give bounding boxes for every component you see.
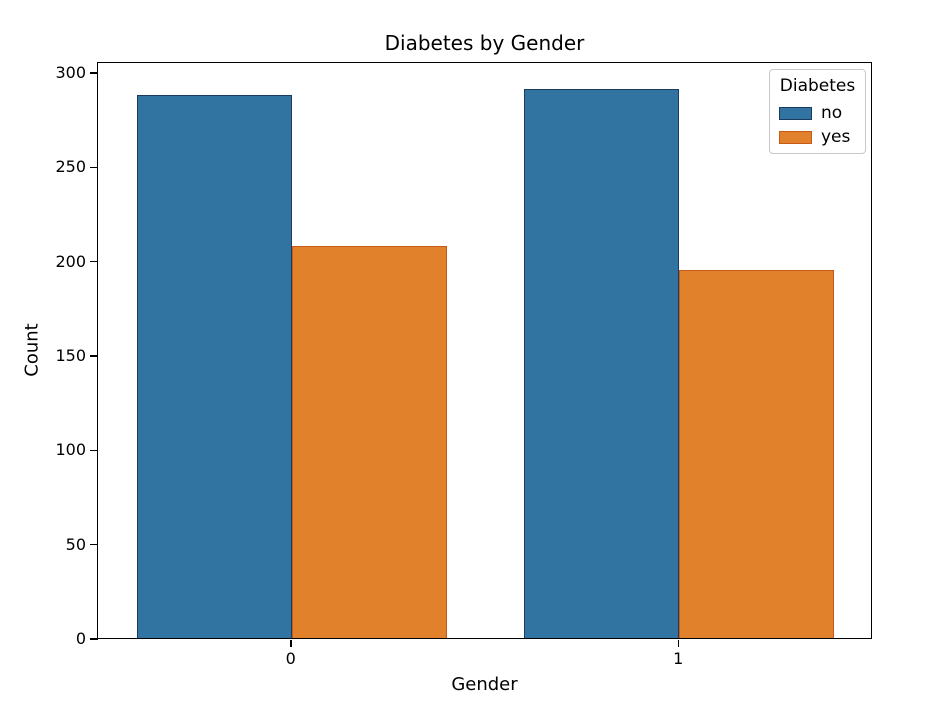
y-tick-label: 50 [65, 534, 86, 554]
y-tick-mark [90, 260, 98, 263]
legend-item-no: no [770, 102, 865, 123]
y-tick-label: 300 [55, 62, 86, 82]
y-tick-mark [90, 449, 98, 452]
plot-area [97, 62, 872, 639]
y-tick-mark [90, 543, 98, 546]
bar-no-gender-0 [136, 94, 292, 638]
legend-swatch-no-icon [779, 106, 812, 120]
legend-items: no yes [770, 102, 865, 147]
x-tick-label: 0 [285, 649, 296, 668]
chart-title: Diabetes by Gender [384, 31, 585, 55]
y-tick-mark [90, 166, 98, 169]
y-tick-label: 0 [75, 629, 86, 648]
bar-yes-gender-0 [291, 245, 447, 638]
y-tick-mark [90, 638, 98, 640]
legend-swatch-yes-icon [779, 130, 812, 144]
legend-title: Diabetes [779, 76, 856, 96]
bar-yes-gender-1 [679, 270, 835, 638]
y-tick-label: 200 [55, 251, 86, 271]
y-tick-mark [90, 355, 98, 357]
x-axis-label: Gender [451, 674, 518, 695]
x-tick-mark [290, 640, 292, 647]
legend-label-yes: yes [821, 126, 851, 147]
x-tick-mark [677, 640, 679, 647]
x-tick-label: 1 [673, 649, 684, 668]
y-tick-label: 150 [55, 345, 86, 365]
legend-item-yes: yes [770, 126, 865, 147]
legend-label-no: no [821, 102, 843, 123]
bar-no-gender-1 [524, 88, 680, 638]
y-tick-mark [90, 72, 98, 74]
y-tick-label: 250 [55, 157, 86, 177]
y-tick-label: 100 [55, 440, 86, 460]
legend: Diabetes no yes [769, 69, 866, 154]
